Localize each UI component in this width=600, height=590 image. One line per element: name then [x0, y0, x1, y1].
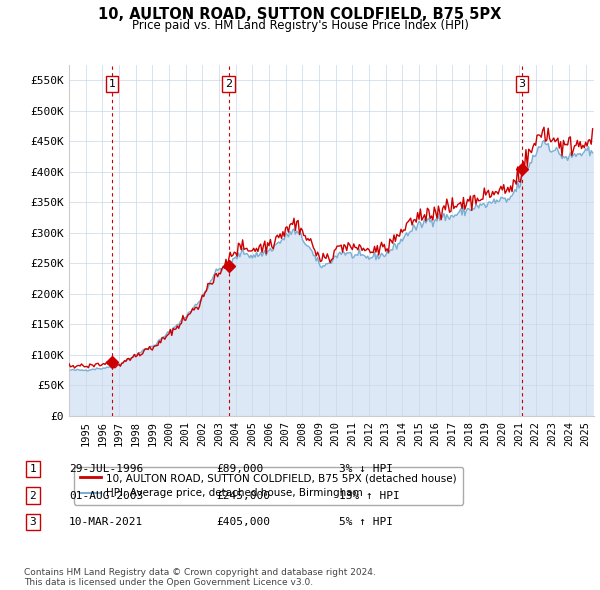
Text: £89,000: £89,000 — [216, 464, 263, 474]
Text: Contains HM Land Registry data © Crown copyright and database right 2024.
This d: Contains HM Land Registry data © Crown c… — [24, 568, 376, 587]
Text: 2: 2 — [225, 79, 232, 89]
Text: 2: 2 — [29, 491, 37, 500]
Text: 3% ↓ HPI: 3% ↓ HPI — [339, 464, 393, 474]
Text: 5% ↑ HPI: 5% ↑ HPI — [339, 517, 393, 527]
Text: 1: 1 — [109, 79, 115, 89]
Text: 1: 1 — [29, 464, 37, 474]
Legend: 10, AULTON ROAD, SUTTON COLDFIELD, B75 5PX (detached house), HPI: Average price,: 10, AULTON ROAD, SUTTON COLDFIELD, B75 5… — [74, 467, 463, 504]
Text: 29-JUL-1996: 29-JUL-1996 — [69, 464, 143, 474]
Text: 10-MAR-2021: 10-MAR-2021 — [69, 517, 143, 527]
Text: £405,000: £405,000 — [216, 517, 270, 527]
Text: 01-AUG-2003: 01-AUG-2003 — [69, 491, 143, 500]
Text: Price paid vs. HM Land Registry's House Price Index (HPI): Price paid vs. HM Land Registry's House … — [131, 19, 469, 32]
Text: 3: 3 — [518, 79, 526, 89]
Text: 10, AULTON ROAD, SUTTON COLDFIELD, B75 5PX: 10, AULTON ROAD, SUTTON COLDFIELD, B75 5… — [98, 7, 502, 22]
Text: 3: 3 — [29, 517, 37, 527]
Text: £245,000: £245,000 — [216, 491, 270, 500]
Text: 13% ↑ HPI: 13% ↑ HPI — [339, 491, 400, 500]
